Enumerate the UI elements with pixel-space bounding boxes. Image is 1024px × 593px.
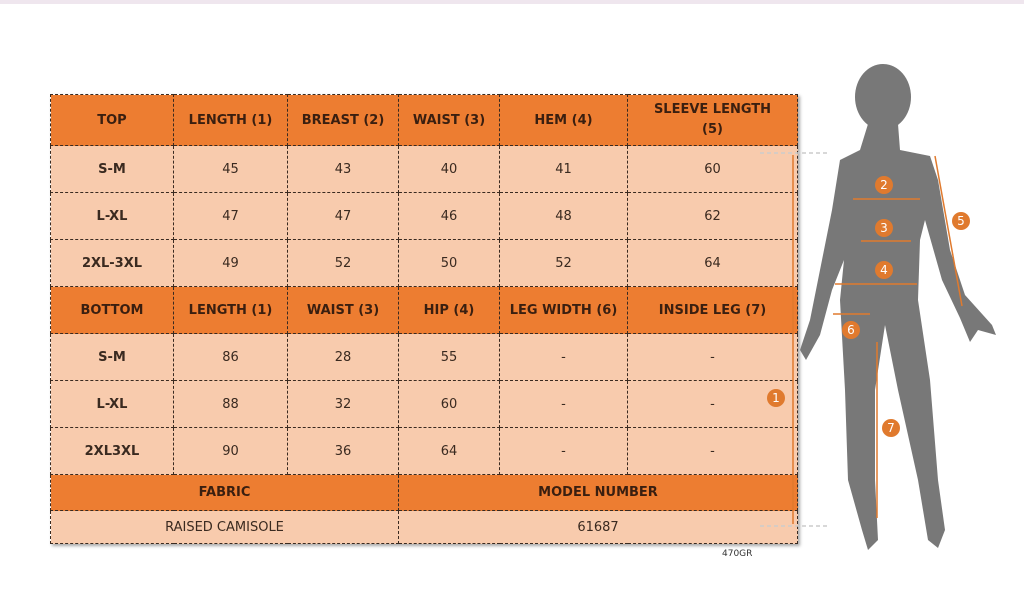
- fabric-label: FABRIC: [50, 474, 399, 511]
- size-chart-table: TOP LENGTH (1) BREAST (2) WAIST (3) HEM …: [50, 94, 798, 544]
- marker-4: [875, 261, 893, 279]
- product-code: 470GR: [722, 549, 753, 559]
- model-number-label: MODEL NUMBER: [398, 474, 798, 511]
- header-cell: LENGTH (1): [173, 286, 288, 334]
- size-cell: L-XL: [50, 380, 174, 428]
- value-cell: 43: [287, 145, 399, 193]
- marker-7: [882, 419, 900, 437]
- value-cell: 52: [287, 239, 399, 287]
- value-cell: 28: [287, 333, 399, 381]
- header-cell: INSIDE LEG (7): [627, 286, 798, 334]
- table-row: S-M 45 43 40 41 60: [50, 145, 798, 193]
- value-cell: 41: [499, 145, 628, 193]
- value-cell: 50: [398, 239, 500, 287]
- body-measurement-figure: 1 2 3 4 5 6 7: [760, 64, 996, 550]
- header-cell: SLEEVE LENGTH (5): [627, 94, 798, 146]
- value-cell: -: [499, 380, 628, 428]
- header-cell: BOTTOM: [50, 286, 174, 334]
- marker-1: [767, 389, 785, 407]
- value-cell: 49: [173, 239, 288, 287]
- size-cell: L-XL: [50, 192, 174, 240]
- marker-label: 5: [957, 214, 965, 228]
- value-cell: 86: [173, 333, 288, 381]
- value-cell: -: [499, 333, 628, 381]
- header-cell: BREAST (2): [287, 94, 399, 146]
- header-cell: TOP: [50, 94, 174, 146]
- value-cell: 40: [398, 145, 500, 193]
- top-border: [0, 0, 1024, 4]
- marker-label: 2: [880, 178, 888, 192]
- size-cell: 2XL-3XL: [50, 239, 174, 287]
- marker-3: [875, 219, 893, 237]
- marker-label: 6: [847, 323, 855, 337]
- header-cell: LEG WIDTH (6): [499, 286, 628, 334]
- info-row: RAISED CAMISOLE 61687: [50, 510, 798, 544]
- header-cell: HIP (4): [398, 286, 500, 334]
- value-cell: 45: [173, 145, 288, 193]
- header-cell: LENGTH (1): [173, 94, 288, 146]
- marker-6: [842, 321, 860, 339]
- header-cell: HEM (4): [499, 94, 628, 146]
- size-cell: 2XL3XL: [50, 427, 174, 475]
- top-header-row: TOP LENGTH (1) BREAST (2) WAIST (3) HEM …: [50, 94, 798, 146]
- marker-5: [952, 212, 970, 230]
- body-silhouette: [800, 64, 996, 550]
- table-row: 2XL-3XL 49 52 50 52 64: [50, 239, 798, 287]
- table-row: 2XL3XL 90 36 64 - -: [50, 427, 798, 475]
- value-cell: 52: [499, 239, 628, 287]
- value-cell: 64: [627, 239, 798, 287]
- fabric-value: RAISED CAMISOLE: [50, 510, 399, 544]
- value-cell: 36: [287, 427, 399, 475]
- measurement-arrows: [760, 152, 963, 527]
- value-cell: 55: [398, 333, 500, 381]
- value-cell: 90: [173, 427, 288, 475]
- marker-label: 1: [772, 391, 780, 405]
- value-cell: 47: [287, 192, 399, 240]
- marker-2: [875, 176, 893, 194]
- value-cell: 60: [398, 380, 500, 428]
- value-cell: 64: [398, 427, 500, 475]
- header-cell: WAIST (3): [398, 94, 500, 146]
- info-header-row: FABRIC MODEL NUMBER: [50, 474, 798, 511]
- header-cell: WAIST (3): [287, 286, 399, 334]
- value-cell: -: [627, 427, 798, 475]
- value-cell: 32: [287, 380, 399, 428]
- marker-label: 3: [880, 221, 888, 235]
- size-cell: S-M: [50, 333, 174, 381]
- table-row: L-XL 88 32 60 - -: [50, 380, 798, 428]
- value-cell: 47: [173, 192, 288, 240]
- value-cell: 46: [398, 192, 500, 240]
- marker-label: 4: [880, 263, 888, 277]
- value-cell: 88: [173, 380, 288, 428]
- value-cell: 48: [499, 192, 628, 240]
- bottom-header-row: BOTTOM LENGTH (1) WAIST (3) HIP (4) LEG …: [50, 286, 798, 334]
- marker-circles: [767, 176, 970, 437]
- value-cell: 62: [627, 192, 798, 240]
- marker-labels: 1 2 3 4 5 6 7: [772, 178, 965, 435]
- size-cell: S-M: [50, 145, 174, 193]
- marker-label: 7: [887, 421, 895, 435]
- model-number-value: 61687: [398, 510, 798, 544]
- table-row: L-XL 47 47 46 48 62: [50, 192, 798, 240]
- table-row: S-M 86 28 55 - -: [50, 333, 798, 381]
- value-cell: -: [499, 427, 628, 475]
